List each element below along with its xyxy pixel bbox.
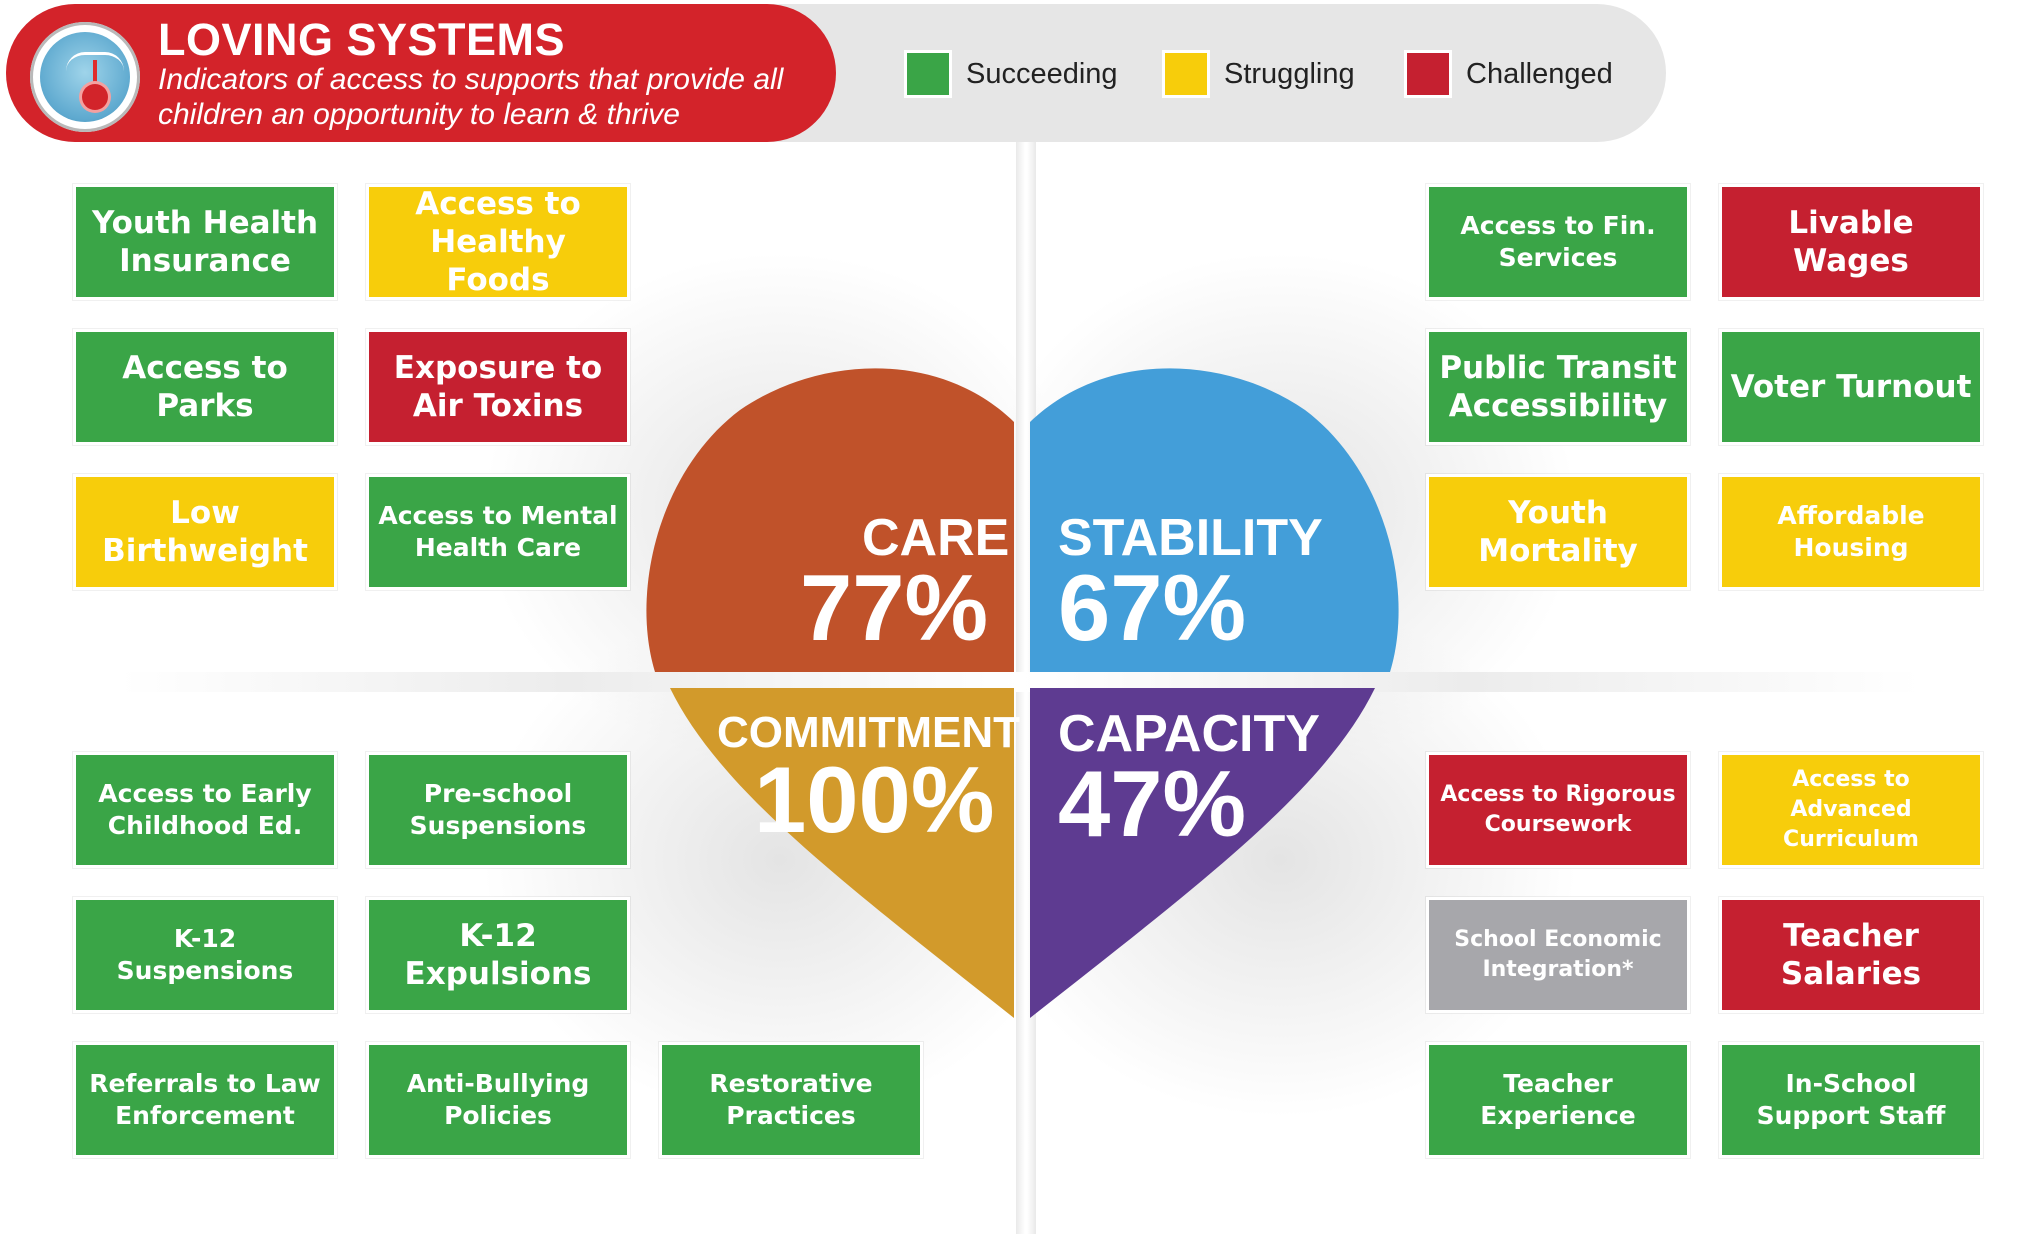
tile-restorative-practices: Restorative Practices [659,1042,923,1158]
tile-label: Teacher Experience [1480,1069,1636,1130]
tile-label: Access to Fin. Services [1460,211,1656,272]
tile-access-to-parks: Access to Parks [73,329,337,445]
tile-access-to-mental-health-care: Access to Mental Health Care [366,474,630,590]
legend-swatch-struggling [1162,50,1210,98]
tile-label: Access to Advanced Curriculum [1783,767,1919,852]
tile-access-to-rigorous-coursework: Access to Rigorous Coursework [1426,752,1690,868]
legend-swatch-succeeding [904,50,952,98]
tile-label: Low Birthweight [102,495,308,569]
tile-k12-expulsions: K-12 Expulsions [366,897,630,1013]
tile-low-birthweight: Low Birthweight [73,474,337,590]
stability-value: 67% [1058,555,1247,660]
legend-label: Succeeding [966,57,1118,90]
gauge-icon [30,22,140,132]
commitment-value: 100% [754,747,995,852]
tile-label: Pre-school Suspensions [409,779,587,840]
tile-label: K-12 Suspensions [116,924,294,985]
commitment-quadrant [670,688,1014,1018]
tile-access-to-advanced-curriculum: Access to Advanced Curriculum [1719,752,1983,868]
tile-access-to-fin-services: Access to Fin. Services [1426,184,1690,300]
tile-affordable-housing: Affordable Housing [1719,474,1983,590]
page-subtitle: Indicators of access to supports that pr… [158,63,784,131]
legend-item-struggling: Struggling [1162,50,1355,98]
legend-item-challenged: Challenged [1404,50,1613,98]
tile-in-school-support-staff: In-School Support Staff [1719,1042,1983,1158]
commitment-label: COMMITMENT [717,708,1021,757]
tile-access-to-healthy-foods: Access to Healthy Foods [366,184,630,300]
stability-label: STABILITY [1058,509,1323,567]
tile-access-to-early-childhood-ed: Access to Early Childhood Ed. [73,752,337,868]
tile-exposure-to-air-toxins: Exposure to Air Toxins [366,329,630,445]
page-title: LOVING SYSTEMS [158,14,566,65]
tile-youth-health-insurance: Youth Health Insurance [73,184,337,300]
tile-label: Voter Turnout [1730,369,1972,405]
tile-label: K-12 Expulsions [404,918,592,992]
care-label: CARE [862,509,1010,567]
care-value: 77% [800,555,989,660]
tile-label: Access to Mental Health Care [378,501,618,562]
tile-label: Youth Health Insurance [91,205,319,279]
capacity-quadrant [1030,688,1375,1018]
care-quadrant [646,368,1014,672]
tile-public-transit-accessibility: Public Transit Accessibility [1426,329,1690,445]
tile-label: Access to Rigorous Coursework [1440,782,1676,837]
tile-referrals-to-law-enforcement: Referrals to Law Enforcement [73,1042,337,1158]
capacity-value: 47% [1058,751,1247,856]
tile-label: Affordable Housing [1777,501,1925,562]
horizontal-divider [120,672,1920,692]
tile-label: Public Transit Accessibility [1439,350,1677,424]
tile-livable-wages: Livable Wages [1719,184,1983,300]
capacity-label: CAPACITY [1058,705,1320,763]
tile-pre-school-suspensions: Pre-school Suspensions [366,752,630,868]
legend-label: Challenged [1466,57,1613,90]
tile-school-economic-integration: School Economic Integration* [1426,897,1690,1013]
header-title-block: LOVING SYSTEMS Indicators of access to s… [6,4,836,142]
tile-teacher-salaries: Teacher Salaries [1719,897,1983,1013]
legend-label: Struggling [1224,57,1355,90]
tile-youth-mortality: Youth Mortality [1426,474,1690,590]
tile-anti-bullying-policies: Anti-Bullying Policies [366,1042,630,1158]
tile-label: In-School Support Staff [1756,1069,1946,1130]
tile-label: Restorative Practices [709,1069,873,1130]
stability-quadrant [1030,368,1399,672]
tile-teacher-experience: Teacher Experience [1426,1042,1690,1158]
legend-item-succeeding: Succeeding [904,50,1118,98]
tile-voter-turnout: Voter Turnout [1719,329,1983,445]
tile-label: Youth Mortality [1478,495,1638,569]
tile-label: Livable Wages [1788,205,1914,279]
tile-label: Access to Parks [122,350,288,424]
tile-k12-suspensions: K-12 Suspensions [73,897,337,1013]
tile-label: School Economic Integration* [1454,927,1662,982]
tile-label: Teacher Salaries [1780,918,1922,992]
legend-swatch-challenged [1404,50,1452,98]
heart-graphic [646,368,1399,1018]
tile-label: Referrals to Law Enforcement [89,1069,321,1130]
tile-label: Access to Early Childhood Ed. [98,779,312,840]
tile-label: Access to Healthy Foods [415,186,581,298]
tile-label: Anti-Bullying Policies [406,1069,590,1130]
tile-label: Exposure to Air Toxins [393,350,603,424]
